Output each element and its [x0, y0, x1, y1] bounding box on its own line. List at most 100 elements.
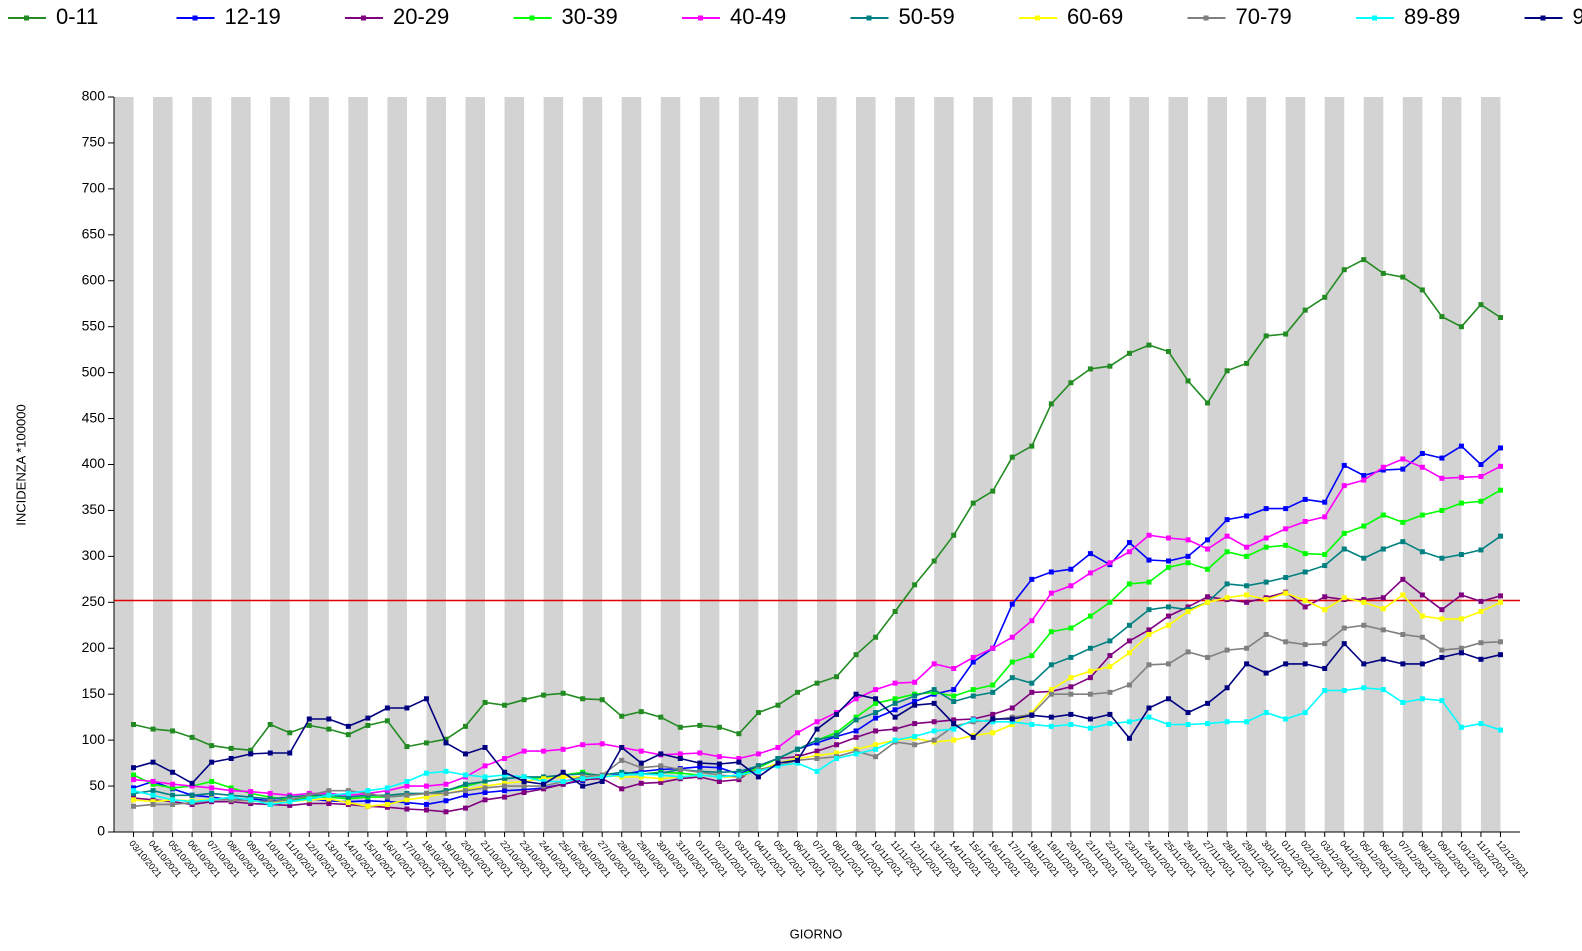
point: [1244, 599, 1250, 605]
point: [1185, 710, 1191, 716]
point: [892, 707, 898, 713]
y-tick-label: 550: [82, 317, 106, 333]
point: [912, 693, 918, 699]
legend-marker: [192, 15, 198, 21]
point: [404, 705, 410, 711]
point: [1400, 539, 1406, 545]
point: [931, 728, 937, 734]
point: [267, 790, 273, 796]
point: [1205, 537, 1211, 543]
point: [834, 750, 840, 756]
point: [1419, 450, 1425, 456]
point: [970, 659, 976, 665]
y-tick-label: 100: [82, 731, 106, 747]
point: [951, 721, 957, 727]
point: [365, 722, 371, 728]
point: [306, 722, 312, 728]
point: [150, 781, 156, 787]
point: [1224, 549, 1230, 555]
point: [794, 757, 800, 763]
point: [873, 710, 879, 716]
point: [384, 794, 390, 800]
point: [521, 789, 527, 795]
point: [1068, 691, 1074, 697]
stripe: [777, 97, 798, 832]
point: [775, 763, 781, 769]
point: [1224, 533, 1230, 539]
point: [482, 774, 488, 780]
point: [1048, 723, 1054, 729]
point: [1224, 685, 1230, 691]
point: [1205, 566, 1211, 572]
point: [658, 767, 664, 773]
point: [619, 713, 625, 719]
point: [1244, 544, 1250, 550]
point: [638, 768, 644, 774]
point: [1224, 368, 1230, 374]
point: [931, 719, 937, 725]
point: [228, 785, 234, 791]
point: [658, 779, 664, 785]
point: [443, 768, 449, 774]
point: [1244, 592, 1250, 598]
point: [1205, 546, 1211, 552]
point: [502, 788, 508, 794]
legend-marker: [24, 15, 29, 21]
point: [1341, 546, 1347, 552]
legend-marker: [866, 15, 872, 21]
point: [580, 696, 586, 702]
point: [521, 697, 527, 703]
point: [1439, 654, 1445, 660]
point: [248, 797, 254, 803]
point: [1166, 535, 1171, 541]
point: [677, 774, 683, 780]
point: [1478, 721, 1484, 727]
point: [970, 500, 976, 506]
point: [1166, 558, 1171, 564]
point: [1283, 661, 1289, 667]
point: [1263, 333, 1269, 339]
point: [482, 797, 488, 803]
point: [970, 687, 976, 693]
point: [1400, 631, 1406, 637]
point: [1497, 599, 1503, 605]
point: [951, 532, 957, 538]
point: [228, 756, 234, 761]
point: [814, 680, 820, 686]
point: [990, 719, 996, 725]
point: [912, 699, 918, 705]
point: [931, 558, 937, 564]
point: [365, 803, 371, 809]
stripe: [934, 97, 954, 832]
point: [1009, 659, 1015, 665]
point: [1302, 642, 1308, 648]
stripe: [114, 97, 134, 832]
point: [638, 760, 644, 766]
point: [931, 737, 937, 743]
point: [853, 652, 859, 658]
point: [1126, 350, 1132, 356]
point: [814, 740, 820, 746]
point: [365, 790, 371, 796]
point: [248, 794, 254, 800]
point: [853, 734, 859, 740]
point: [1126, 581, 1132, 587]
stripe: [582, 97, 603, 832]
point: [404, 797, 410, 803]
point: [1302, 710, 1308, 716]
point: [1458, 500, 1464, 506]
point: [150, 759, 156, 765]
y-tick-label: 400: [82, 455, 106, 471]
point: [1361, 685, 1367, 691]
point: [912, 742, 918, 748]
point: [463, 772, 468, 778]
point: [873, 742, 879, 748]
point: [1205, 700, 1211, 706]
point: [326, 792, 332, 798]
point: [560, 746, 566, 752]
y-tick-label: 0: [97, 823, 105, 839]
point: [1380, 464, 1386, 470]
point: [150, 799, 156, 805]
point: [1048, 401, 1054, 407]
point: [619, 744, 625, 750]
